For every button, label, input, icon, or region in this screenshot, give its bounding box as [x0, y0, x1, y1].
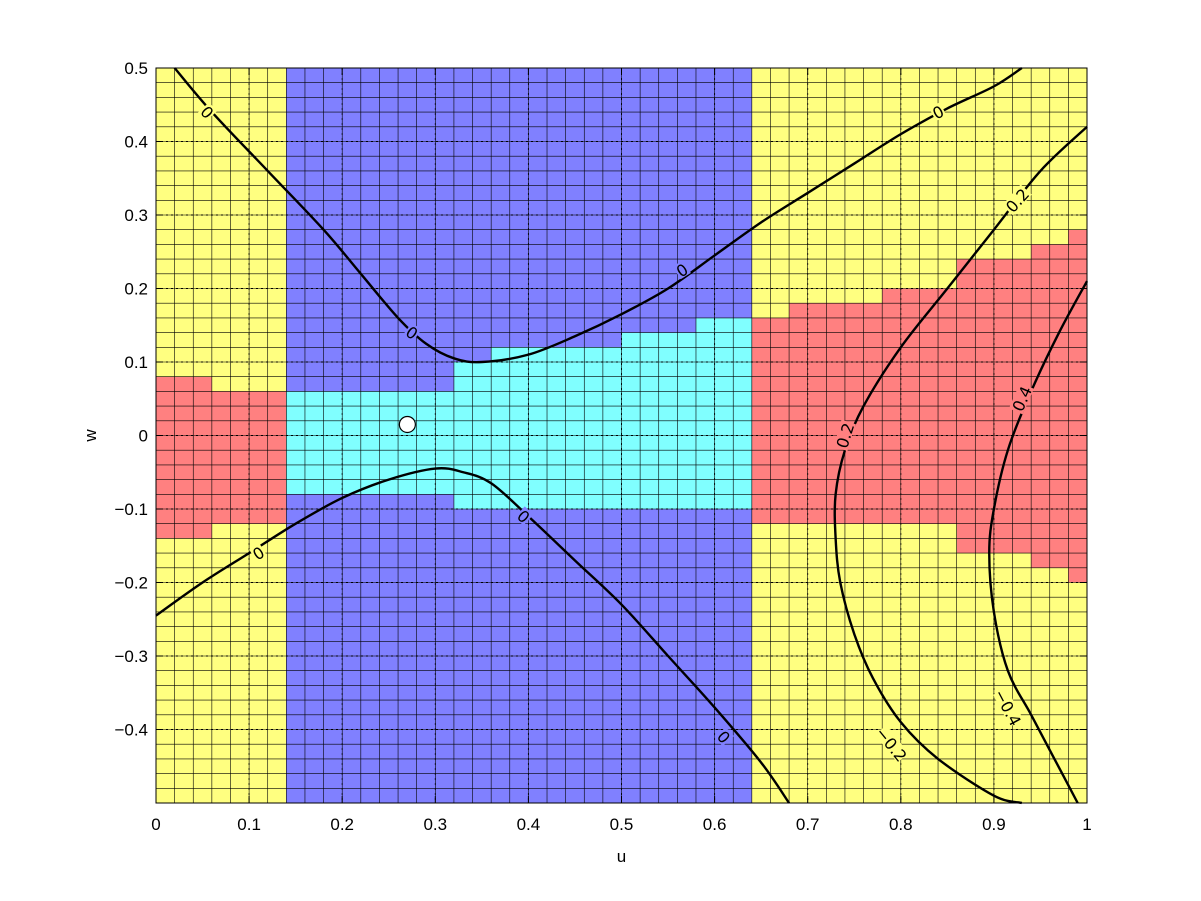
x-tick-label: 0.9: [982, 815, 1006, 834]
region-cyan-3: [491, 347, 622, 509]
y-tick-label: 0.3: [124, 206, 148, 225]
marker-circle: [398, 415, 416, 434]
y-tick-label: −0.4: [114, 721, 148, 740]
y-axis-ticks: 0.5 0.4 0.3 0.2 0.1 0 −0.1 −0.2 −0.3 −0.4: [114, 59, 1087, 740]
y-tick-label: 0.4: [124, 133, 148, 152]
x-axis-title: u: [617, 847, 626, 866]
region-cyan-1: [286, 391, 454, 495]
region-red-6: [156, 376, 212, 539]
contour-line-2: [833, 125, 1088, 805]
y-tick-label: 0.5: [124, 59, 148, 78]
contour-label-bg: [672, 260, 691, 280]
major-grid: [155, 67, 1088, 803]
point-marker: [398, 415, 416, 434]
x-tick-label: 0.1: [237, 815, 261, 834]
contour-label-bg: [403, 322, 422, 342]
x-tick-label: 0.6: [703, 815, 727, 834]
x-tick-label: 0.8: [889, 815, 913, 834]
x-tick-label: 0.2: [330, 815, 354, 834]
region-cyan-5: [695, 317, 752, 509]
contour-label-bg: [1001, 184, 1032, 216]
contour-lines: [155, 66, 1089, 805]
x-tick-label: 0.3: [423, 815, 447, 834]
mesh-grid: [156, 68, 1087, 803]
contour-label-bg: [874, 725, 910, 763]
x-axis-ticks: 0 0.1 0.2 0.3 0.4 0.5 0.6 0.7 0.8 0.9 1: [151, 68, 1092, 834]
y-tick-label: −0.2: [114, 574, 148, 593]
contour-label-bg: [929, 102, 947, 122]
y-tick-label: 0.2: [124, 280, 148, 299]
y-tick-label: 0: [139, 427, 148, 446]
contour-label-bg: [514, 506, 534, 526]
contour-line-0: [173, 66, 1023, 364]
contour-line-1: [155, 467, 791, 804]
x-tick-label: 0.5: [610, 815, 634, 834]
y-tick-label: −0.3: [114, 647, 148, 666]
x-tick-label: 1: [1082, 815, 1091, 834]
contour-label-bg: [833, 419, 856, 451]
y-tick-label: −0.1: [114, 500, 148, 519]
contour-label-bg: [1008, 382, 1034, 415]
x-tick-label: 0.4: [517, 815, 541, 834]
contour-label-bg: [249, 543, 268, 563]
x-tick-label: 0: [151, 815, 160, 834]
y-axis-title: w: [81, 429, 100, 443]
y-tick-label: 0.1: [124, 353, 148, 372]
x-tick-label: 0.7: [796, 815, 820, 834]
contour-label-bg: [993, 687, 1024, 727]
contour-label-bg: [197, 102, 218, 122]
contour-label-bg: [714, 727, 734, 746]
contour-line-3: [988, 280, 1089, 804]
